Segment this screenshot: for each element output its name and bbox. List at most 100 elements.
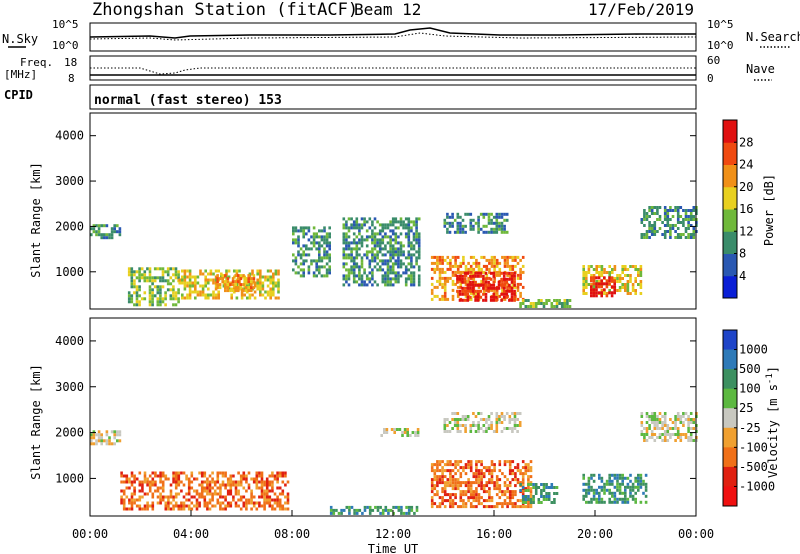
data-cell [463, 271, 467, 275]
data-cell [466, 415, 470, 418]
data-cell [407, 241, 411, 245]
data-cell [464, 430, 467, 433]
data-cell [566, 302, 569, 305]
data-cell [415, 220, 418, 224]
data-cell [174, 477, 178, 481]
data-cell [653, 418, 657, 421]
data-cell [519, 481, 522, 485]
data-cell [219, 483, 222, 487]
data-cell [297, 253, 300, 257]
data-cell [208, 474, 212, 478]
data-cell [459, 270, 463, 274]
data-cell [206, 480, 209, 484]
data-cell [587, 482, 591, 486]
data-cell [477, 285, 481, 289]
data-cell [449, 505, 452, 509]
data-cell [453, 218, 457, 222]
data-cell [436, 261, 439, 265]
data-cell [500, 298, 503, 302]
data-cell [130, 270, 134, 274]
data-cell [479, 295, 483, 299]
data-cell [411, 431, 415, 434]
data-cell [386, 235, 390, 239]
data-cell [133, 486, 136, 490]
data-cell [648, 418, 651, 421]
data-cell [394, 259, 398, 263]
data-cell [373, 232, 377, 236]
data-cell [516, 418, 519, 421]
data-cell [474, 283, 477, 287]
data-cell [500, 227, 504, 231]
data-cell [443, 490, 447, 494]
data-cell [172, 297, 175, 301]
data-cell [532, 498, 535, 501]
data-cell [363, 253, 366, 257]
data-cell [676, 427, 680, 430]
data-cell [480, 472, 483, 476]
data-cell [161, 495, 165, 499]
data-cell [328, 247, 331, 251]
data-cell [469, 484, 473, 488]
data-cell [415, 241, 418, 245]
data-cell [537, 498, 541, 501]
data-cell [120, 495, 123, 499]
data-cell [206, 483, 209, 487]
data-cell [407, 235, 411, 239]
data-cell [221, 474, 225, 478]
data-cell [246, 281, 249, 285]
data-cell [443, 288, 447, 292]
data-cell [592, 291, 596, 295]
data-cell [294, 226, 298, 230]
data-cell [679, 421, 683, 424]
data-cell [498, 273, 502, 277]
data-cell [108, 233, 111, 237]
data-cell [177, 300, 180, 304]
data-cell [639, 268, 643, 271]
data-cell [378, 244, 382, 248]
freq-tick-bottom: 8 [68, 72, 75, 85]
data-cell [243, 287, 246, 291]
data-cell [169, 489, 173, 493]
data-cell [458, 274, 462, 278]
data-cell [261, 275, 265, 279]
data-cell [266, 284, 270, 288]
data-cell [477, 227, 480, 231]
data-cell [307, 247, 311, 251]
data-cell [661, 433, 664, 436]
data-cell [209, 272, 213, 276]
data-cell [592, 282, 596, 286]
data-cell [618, 286, 622, 289]
data-cell [159, 471, 162, 475]
nsearch-tick-bottom: 10^0 [707, 39, 734, 52]
data-cell [312, 274, 316, 278]
data-cell [177, 471, 181, 475]
colorbar-swatch [723, 349, 737, 370]
data-cell [116, 230, 119, 234]
data-cell [363, 220, 366, 224]
data-cell [505, 412, 509, 415]
data-cell [397, 259, 400, 263]
data-cell [490, 255, 494, 259]
data-cell [692, 215, 696, 218]
data-cell [127, 297, 131, 301]
data-cell [242, 477, 246, 481]
data-cell [384, 244, 387, 248]
data-cell [410, 262, 413, 266]
data-cell [403, 431, 407, 434]
data-cell [466, 298, 470, 302]
data-cell [503, 212, 506, 216]
data-cell [302, 235, 305, 239]
data-cell [495, 427, 499, 430]
data-cell [475, 264, 478, 268]
data-cell [464, 424, 467, 427]
data-cell [582, 473, 585, 477]
data-cell [446, 478, 450, 482]
data-cell [286, 507, 290, 511]
data-cell [671, 224, 675, 227]
data-cell [130, 498, 134, 502]
data-cell [613, 476, 617, 480]
data-cell [436, 481, 439, 485]
data-cell [248, 293, 252, 297]
data-cell [417, 265, 421, 269]
data-cell [216, 474, 220, 478]
